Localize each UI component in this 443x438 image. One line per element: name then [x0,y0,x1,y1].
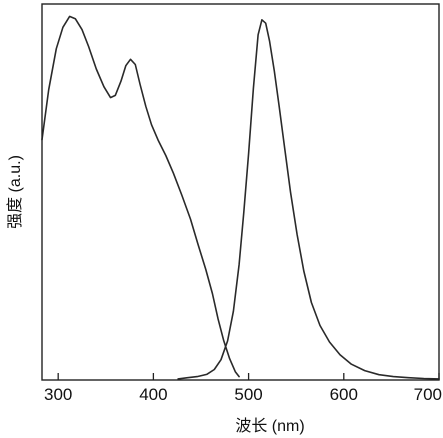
plot-frame [42,4,439,380]
y-axis-title: 强度 (a.u.) [6,155,24,229]
x-tick-label-500: 500 [234,385,262,404]
x-tick-label-700: 700 [414,385,442,404]
x-axis: 300 400 500 600 700 [44,373,442,404]
x-tick-label-600: 600 [330,385,358,404]
x-tick-label-300: 300 [44,385,72,404]
spectrum-line-1 [42,16,239,376]
x-tick-label-400: 400 [139,385,167,404]
plot-area [42,16,439,379]
spectrum-line-2 [178,20,439,379]
x-axis-title: 波长 (nm) [235,417,304,435]
